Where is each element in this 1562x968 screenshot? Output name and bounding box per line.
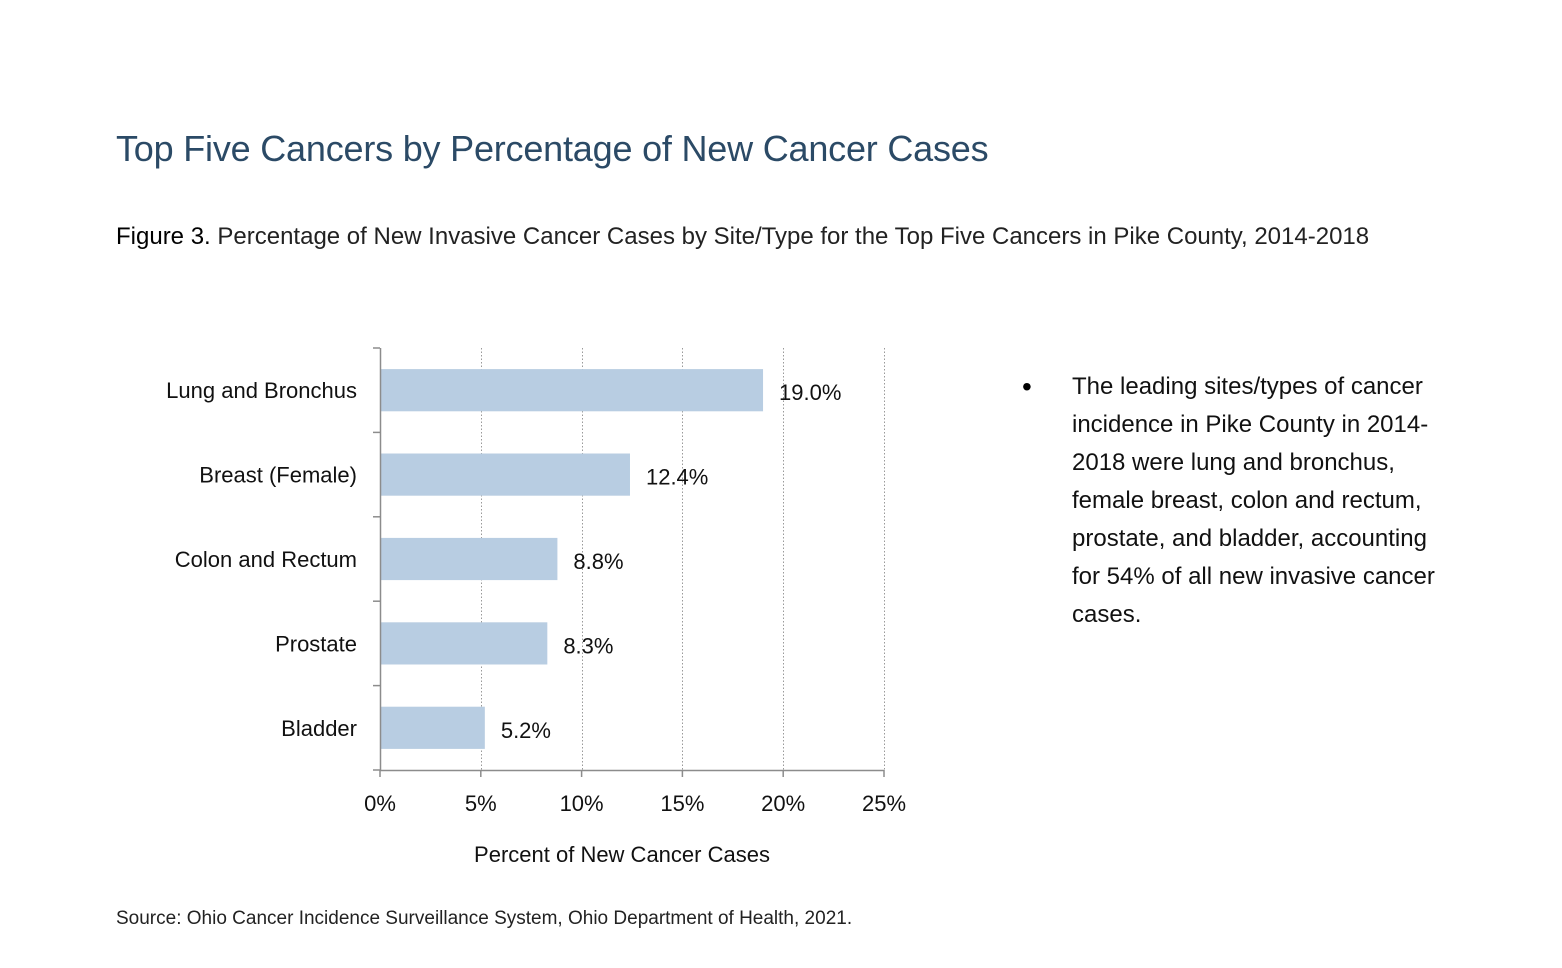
category-label: Bladder [281, 716, 357, 741]
figure-label: Figure 3. [116, 223, 211, 250]
x-tick-label: 10% [560, 791, 604, 816]
x-tick-label: 15% [660, 791, 704, 816]
category-label: Prostate [275, 631, 357, 656]
data-label: 19.0% [779, 380, 841, 405]
category-label: Breast (Female) [199, 463, 357, 488]
figure-caption: Figure 3. Percentage of New Invasive Can… [116, 218, 1456, 256]
bar [380, 453, 630, 496]
bar [380, 622, 548, 665]
bar-layer [380, 369, 764, 749]
label-layer: Lung and Bronchus 19.0% Breast (Female) 12.… [166, 378, 906, 816]
bar [380, 706, 485, 749]
data-label: 5.2% [501, 718, 551, 743]
bullet-dot: • [1022, 371, 1032, 402]
category-label: Lung and Bronchus [166, 378, 357, 403]
figure-caption-text: Percentage of New Invasive Cancer Cases … [210, 223, 1370, 250]
x-tick-label: 0% [364, 791, 396, 816]
axis-layer [373, 347, 885, 777]
data-label: 8.3% [563, 633, 613, 658]
bar [380, 369, 764, 412]
bar [380, 537, 558, 581]
x-tick-label: 20% [761, 791, 805, 816]
bullet-text: The leading sites/types of cancer incide… [1072, 373, 1435, 628]
source-note: Source: Ohio Cancer Incidence Surveillan… [116, 908, 853, 929]
section-title: Top Five Cancers by Percentage of New Ca… [116, 128, 989, 169]
data-label: 12.4% [646, 465, 708, 490]
x-tick-label: 5% [465, 791, 497, 816]
category-label: Colon and Rectum [175, 547, 357, 572]
x-axis-title: Percent of New Cancer Cases [474, 842, 770, 867]
x-tick-label: 25% [862, 791, 906, 816]
data-label: 8.8% [573, 549, 623, 574]
